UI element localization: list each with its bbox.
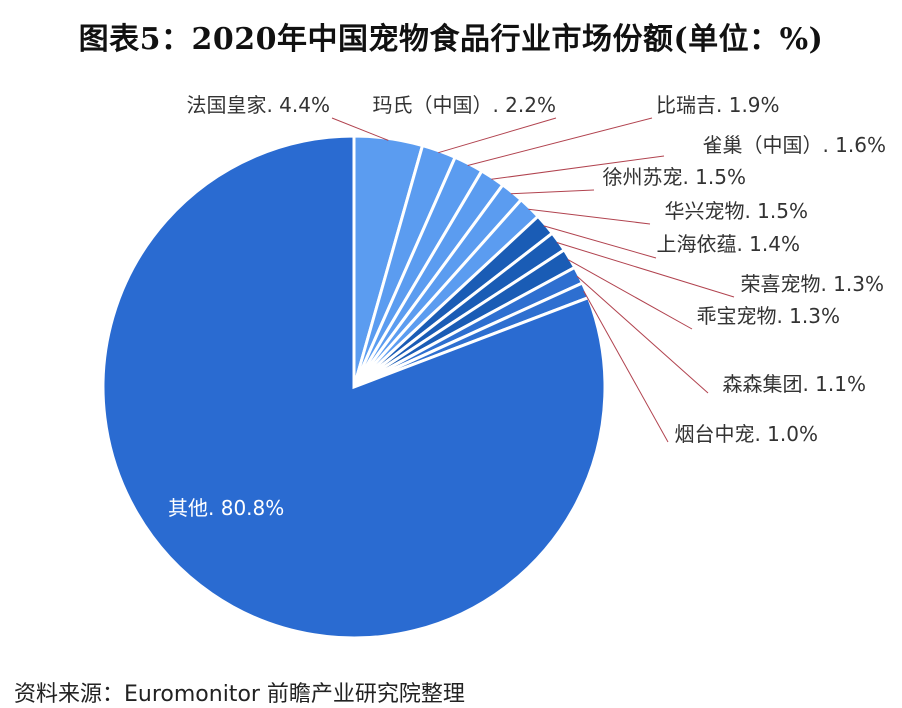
leader-line (583, 290, 669, 443)
slice-label: 法国皇家. 4.4% (186, 93, 330, 117)
leader-line (567, 259, 693, 330)
leader-line (528, 208, 651, 225)
slice-label: 烟台中宠. 1.0% (674, 422, 818, 446)
slice-label: 徐州苏宠. 1.5% (602, 165, 746, 189)
slice-label: 比瑞吉. 1.9% (656, 93, 780, 117)
leader-line (467, 117, 653, 166)
leader-line (543, 225, 657, 259)
slice-label: 荣喜宠物. 1.3% (740, 272, 884, 296)
leader-line (556, 242, 735, 298)
leader-line (438, 117, 557, 154)
slice-label: 雀巢（中国）. 1.6% (702, 133, 886, 157)
slice-label: 上海依蕴. 1.4% (656, 232, 800, 256)
leader-line (576, 275, 709, 394)
pie-slice (101, 134, 607, 640)
chart-title: 图表5：2020年中国宠物食品行业市场份额(单位：%) (78, 22, 824, 57)
leader-line (491, 155, 665, 180)
leader-line (510, 189, 595, 195)
leader-line (331, 117, 389, 141)
slice-label: 森森集团. 1.1% (722, 372, 866, 396)
slice-label: 乖宝宠物. 1.3% (696, 304, 840, 328)
source-note: 资料来源：Euromonitor 前瞻产业研究院整理 (14, 682, 465, 707)
slice-label: 玛氏（中国）. 2.2% (372, 93, 556, 117)
slice-label: 华兴宠物. 1.5% (664, 199, 808, 223)
slice-label: 其他. 80.8% (168, 496, 284, 520)
